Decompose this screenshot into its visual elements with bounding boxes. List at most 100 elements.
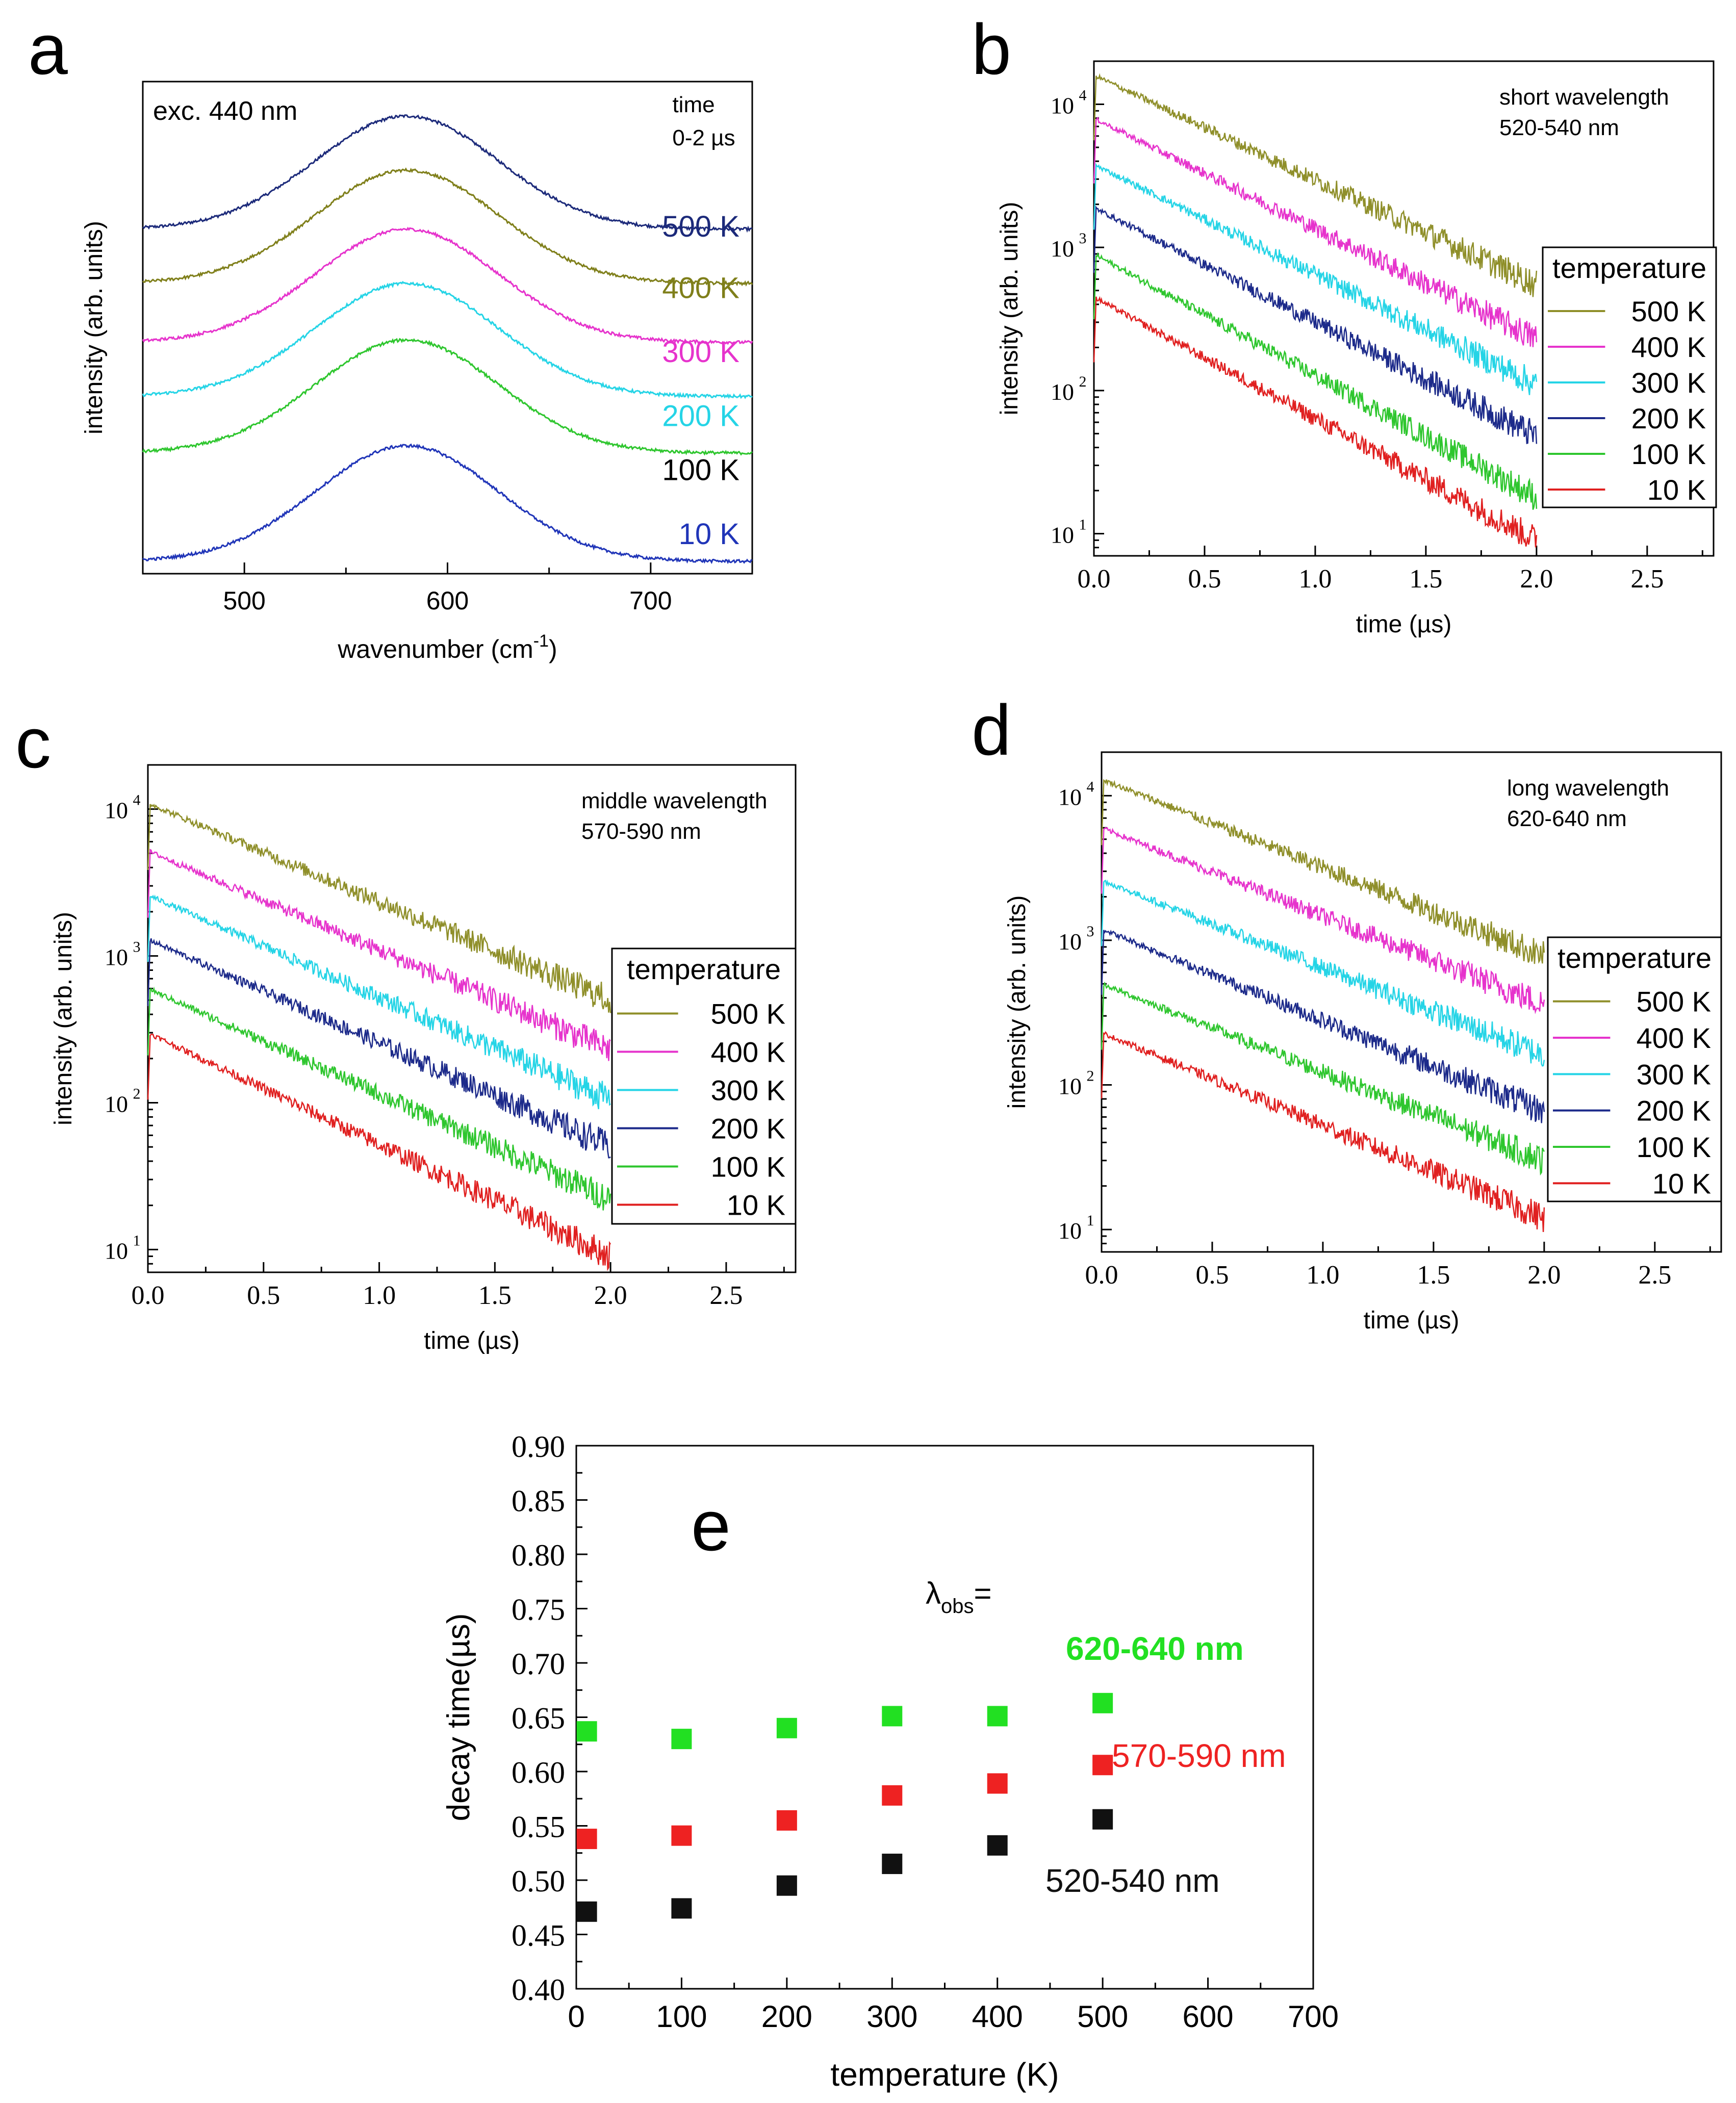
x-tick-label: 700 xyxy=(629,586,672,615)
legend-label-10-K: 10 K xyxy=(727,1189,785,1221)
decay-line-300-K xyxy=(147,894,611,1110)
decay-line-500-K xyxy=(1101,779,1545,964)
scatter-point-570-590 nm xyxy=(987,1773,1008,1794)
legend-label-400-K: 400 K xyxy=(711,1036,785,1068)
annotation-excitation: exc. 440 nm xyxy=(153,96,297,126)
y-tick-label: 0.70 xyxy=(512,1647,565,1681)
legend-label-500-K: 500 K xyxy=(1637,986,1711,1018)
y-tick-label-exp: 3 xyxy=(133,939,141,956)
annotation-wavelength-name: middle wavelength xyxy=(581,788,767,813)
annotation-wavelength-name: long wavelength xyxy=(1507,776,1669,801)
legend-label-200-K: 200 K xyxy=(1631,402,1706,434)
panel-b-decay-short: 0.0 0.5 1.0 1.5 2.0 2.5 10 1 10 2 10 3 10 4 time (µs) i… xyxy=(996,60,1717,638)
y-axis-label: intensity (arb. units) xyxy=(1004,895,1031,1109)
y-tick-label-base: 10 xyxy=(105,1091,128,1117)
panel-letter-b: b xyxy=(972,9,1011,89)
scatter-point-520-540 nm xyxy=(882,1854,903,1875)
scatter-point-520-540 nm xyxy=(776,1875,797,1896)
y-tick-label: 0.80 xyxy=(512,1538,565,1572)
x-axis-label: time (µs) xyxy=(1356,611,1452,638)
legend-label-300-K: 300 K xyxy=(1637,1058,1711,1090)
scatter-point-620-640 nm xyxy=(882,1706,903,1727)
decay-line-10-K xyxy=(1093,296,1538,548)
scatter-point-520-540 nm xyxy=(987,1835,1008,1856)
y-tick-label-exp: 4 xyxy=(1079,87,1087,104)
y-tick-label-exp: 2 xyxy=(1087,1068,1094,1085)
x-tick-label: 2.0 xyxy=(1527,1261,1561,1290)
scatter-point-620-640 nm xyxy=(987,1706,1008,1727)
y-tick-label-exp: 2 xyxy=(1079,373,1087,390)
y-tick-label-base: 10 xyxy=(1058,1218,1082,1244)
x-tick-label: 0.5 xyxy=(1188,565,1221,594)
legend-label-200-K: 200 K xyxy=(711,1113,785,1145)
x-label-close: ) xyxy=(549,635,557,663)
x-tick-label: 1.5 xyxy=(1417,1261,1450,1290)
legend-label-10-K: 10 K xyxy=(1652,1167,1711,1199)
y-tick-label: 0.45 xyxy=(512,1919,565,1953)
panel-d-decay-long: 0.0 0.5 1.0 1.5 2.0 2.5 10 1 10 2 10 3 10 4 time (µs) i… xyxy=(1004,751,1722,1334)
legend-box xyxy=(1542,246,1717,508)
y-tick-label: 0.40 xyxy=(512,1973,565,2007)
x-tick-label: 500 xyxy=(1077,1999,1128,2034)
x-tick-label: 0.5 xyxy=(1195,1261,1229,1290)
legend-box xyxy=(611,947,797,1225)
legend-label-300-K: 300 K xyxy=(1631,367,1706,399)
x-tick-label: 200 xyxy=(761,1999,812,2034)
series-label-400-K: 400 K xyxy=(662,272,739,305)
lambda-obs-label: λobs= xyxy=(926,1576,992,1618)
scatter-point-520-540 nm xyxy=(671,1898,692,1919)
decay-line-10-K xyxy=(147,1034,611,1271)
annotation-wavelength-range: 570-590 nm xyxy=(581,819,701,844)
decay-line-200-K xyxy=(1093,205,1538,445)
y-tick-label-exp: 1 xyxy=(133,1232,141,1249)
x-tick-label: 2.0 xyxy=(594,1281,627,1310)
y-tick-label-exp: 1 xyxy=(1079,517,1087,533)
lambda-equals: = xyxy=(974,1576,992,1610)
legend-label-400-K: 400 K xyxy=(1637,1022,1711,1054)
panel-letter-d: d xyxy=(972,690,1011,770)
y-tick-label-base: 10 xyxy=(1058,1073,1082,1099)
scatter-point-570-590 nm xyxy=(576,1829,597,1850)
scatter-point-520-540 nm xyxy=(1092,1809,1113,1830)
y-tick-label-base: 10 xyxy=(105,1238,128,1264)
x-tick-label: 100 xyxy=(656,1999,707,2034)
x-tick-label: 2.5 xyxy=(709,1281,743,1310)
x-tick-label: 500 xyxy=(223,586,265,615)
decay-line-100-K xyxy=(1093,251,1538,510)
legend-label-500-K: 500 K xyxy=(1631,295,1706,327)
x-axis-label: wavenumber (cm-1) xyxy=(337,631,557,663)
decay-line-200-K xyxy=(1101,929,1545,1123)
x-label-sup: -1 xyxy=(533,631,549,651)
x-tick-label: 0 xyxy=(568,1999,584,2034)
panel-e-decay-time: e 0 100 200 300 400 500 600 700 0.40 0.45 0.50 0.55… xyxy=(441,1430,1339,2093)
annotation-time-range: 0-2 µs xyxy=(672,125,735,150)
x-axis-label: temperature (K) xyxy=(830,2056,1059,2093)
legend-label-100-K: 100 K xyxy=(711,1151,785,1183)
y-tick-label: 0.65 xyxy=(512,1702,565,1735)
y-tick-label-base: 10 xyxy=(105,944,128,970)
decay-line-100-K xyxy=(1101,981,1545,1176)
x-tick-label: 0.5 xyxy=(247,1281,280,1310)
annotation-wavelength-range: 620-640 nm xyxy=(1507,806,1627,831)
decay-line-100-K xyxy=(147,986,611,1211)
legend-title: temperature xyxy=(627,953,781,985)
y-tick-label: 0.75 xyxy=(512,1593,565,1627)
y-tick-label-exp: 1 xyxy=(1087,1212,1094,1229)
x-tick-label: 2.0 xyxy=(1520,565,1553,594)
series-label-500-K: 500 K xyxy=(662,210,739,243)
x-tick-label: 0.0 xyxy=(132,1281,165,1310)
x-tick-label: 1.0 xyxy=(1298,565,1332,594)
spectrum-line-300-K xyxy=(142,226,753,345)
legend-label-400-K: 400 K xyxy=(1631,331,1706,363)
y-axis-label: intensity (arb. units) xyxy=(996,202,1023,416)
panel-letter-a: a xyxy=(28,9,68,89)
legend-title: temperature xyxy=(1558,942,1712,974)
x-tick-label: 1.0 xyxy=(363,1281,396,1310)
scatter-point-570-590 nm xyxy=(1092,1755,1113,1776)
series-label-100-K: 100 K xyxy=(662,454,739,487)
x-axis-label: time (µs) xyxy=(1364,1307,1460,1334)
annotation-time-label: time xyxy=(672,92,714,117)
series-label-200-K: 200 K xyxy=(662,400,739,433)
scatter-point-620-640 nm xyxy=(576,1721,597,1742)
series-label-570-590 nm: 570-590 nm xyxy=(1112,1737,1286,1774)
